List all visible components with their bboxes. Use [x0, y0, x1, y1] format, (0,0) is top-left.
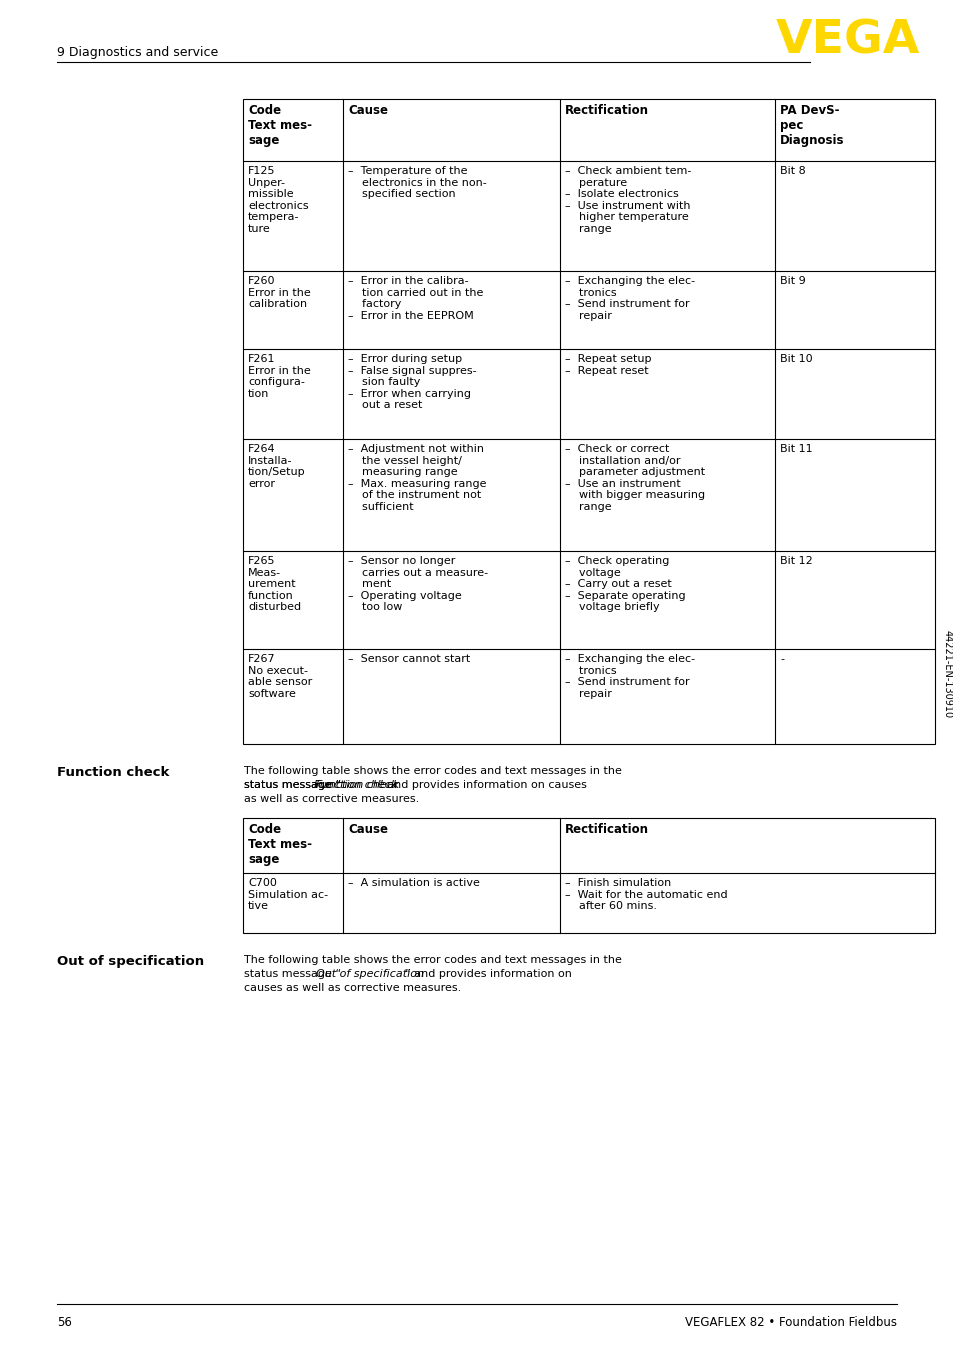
Text: –  Exchanging the elec-
    tronics
–  Send instrument for
    repair: – Exchanging the elec- tronics – Send in… — [564, 654, 695, 699]
Text: Out of specification: Out of specification — [315, 969, 423, 979]
Text: –  Sensor cannot start: – Sensor cannot start — [348, 654, 470, 663]
Text: status message “: status message “ — [244, 780, 341, 789]
Text: –  Sensor no longer
    carries out a measure-
    ment
–  Operating voltage
   : – Sensor no longer carries out a measure… — [348, 556, 488, 612]
Text: VEGA: VEGA — [775, 19, 919, 64]
Text: –  A simulation is active: – A simulation is active — [348, 877, 479, 888]
Text: Cause: Cause — [348, 823, 388, 835]
Text: The following table shows the error codes and text messages in the: The following table shows the error code… — [244, 766, 621, 776]
Text: F125
Unper-
missible
electronics
tempera-
ture: F125 Unper- missible electronics tempera… — [248, 167, 309, 234]
Text: as well as corrective measures.: as well as corrective measures. — [244, 793, 418, 804]
Bar — [243, 99, 934, 743]
Text: The following table shows the error codes and text messages in the: The following table shows the error code… — [244, 955, 621, 965]
Text: 44221-EN-130910: 44221-EN-130910 — [942, 630, 952, 718]
Text: -: - — [780, 654, 783, 663]
Text: Out of specification: Out of specification — [57, 955, 204, 968]
Text: –  Repeat setup
–  Repeat reset: – Repeat setup – Repeat reset — [564, 353, 651, 375]
Bar — [243, 818, 934, 933]
Text: ” and provides information on: ” and provides information on — [405, 969, 572, 979]
Text: Bit 11: Bit 11 — [780, 444, 812, 454]
Text: F264
Installa-
tion/Setup
error: F264 Installa- tion/Setup error — [248, 444, 305, 489]
Text: VEGAFLEX 82 • Foundation Fieldbus: VEGAFLEX 82 • Foundation Fieldbus — [684, 1316, 896, 1330]
Text: PA DevS-
pec
Diagnosis: PA DevS- pec Diagnosis — [780, 104, 843, 148]
Text: F267
No execut-
able sensor
software: F267 No execut- able sensor software — [248, 654, 312, 699]
Text: Function check: Function check — [315, 780, 398, 789]
Text: status message “: status message “ — [244, 969, 341, 979]
Text: Function check: Function check — [314, 780, 397, 789]
Text: F260
Error in the
calibration: F260 Error in the calibration — [248, 276, 311, 309]
Text: Function check: Function check — [57, 766, 170, 779]
Text: –  Check operating
    voltage
–  Carry out a reset
–  Separate operating
    vo: – Check operating voltage – Carry out a … — [564, 556, 685, 612]
Text: –  Error during setup
–  False signal suppres-
    sion faulty
–  Error when car: – Error during setup – False signal supp… — [348, 353, 476, 410]
Text: 9 Diagnostics and service: 9 Diagnostics and service — [57, 46, 218, 60]
Text: Rectification: Rectification — [564, 104, 648, 116]
Text: Cause: Cause — [348, 104, 388, 116]
Text: causes as well as corrective measures.: causes as well as corrective measures. — [244, 983, 460, 992]
Text: C700
Simulation ac-
tive: C700 Simulation ac- tive — [248, 877, 328, 911]
Text: Bit 9: Bit 9 — [780, 276, 805, 286]
Text: 56: 56 — [57, 1316, 71, 1330]
Text: –  Finish simulation
–  Wait for the automatic end
    after 60 mins.: – Finish simulation – Wait for the autom… — [564, 877, 727, 911]
Text: Code
Text mes-
sage: Code Text mes- sage — [248, 104, 312, 148]
Text: –  Exchanging the elec-
    tronics
–  Send instrument for
    repair: – Exchanging the elec- tronics – Send in… — [564, 276, 695, 321]
Text: F261
Error in the
configura-
tion: F261 Error in the configura- tion — [248, 353, 311, 399]
Text: F265
Meas-
urement
function
disturbed: F265 Meas- urement function disturbed — [248, 556, 301, 612]
Text: –  Error in the calibra-
    tion carried out in the
    factory
–  Error in the: – Error in the calibra- tion carried out… — [348, 276, 483, 321]
Text: –  Check ambient tem-
    perature
–  Isolate electronics
–  Use instrument with: – Check ambient tem- perature – Isolate … — [564, 167, 691, 234]
Text: Rectification: Rectification — [564, 823, 648, 835]
Text: Bit 8: Bit 8 — [780, 167, 805, 176]
Text: Bit 12: Bit 12 — [780, 556, 812, 566]
Text: –  Check or correct
    installation and/or
    parameter adjustment
–  Use an i: – Check or correct installation and/or p… — [564, 444, 704, 512]
Text: ” and provides information on causes: ” and provides information on causes — [378, 780, 587, 789]
Text: status message “: status message “ — [244, 780, 341, 789]
Text: Bit 10: Bit 10 — [780, 353, 812, 364]
Text: –  Adjustment not within
    the vessel height/
    measuring range
–  Max. meas: – Adjustment not within the vessel heigh… — [348, 444, 486, 512]
Text: Code
Text mes-
sage: Code Text mes- sage — [248, 823, 312, 867]
Text: –  Temperature of the
    electronics in the non-
    specified section: – Temperature of the electronics in the … — [348, 167, 486, 199]
